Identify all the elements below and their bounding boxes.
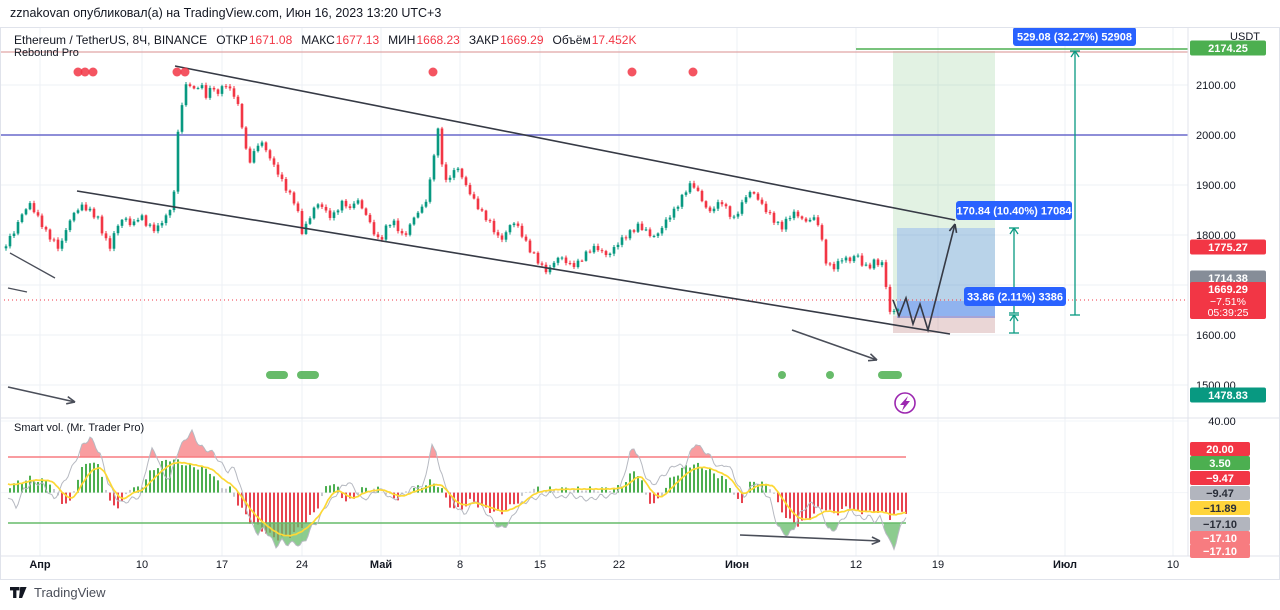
svg-text:−7.51%: −7.51% <box>1210 296 1246 308</box>
trendlines-and-arrows[interactable] <box>7 65 959 405</box>
svg-text:10: 10 <box>1167 559 1179 571</box>
svg-text:170.84 (10.40%) 17084: 170.84 (10.40%) 17084 <box>957 206 1073 218</box>
chart-canvas[interactable]: 170.84 (10.40%) 17084 33.86 (2.11%) 3386 5… <box>0 27 1280 580</box>
svg-text:−9.47: −9.47 <box>1206 473 1234 485</box>
indicator-label-smart-vol[interactable]: Smart vol. (Mr. Trader Pro) <box>14 422 145 434</box>
svg-text:22: 22 <box>613 559 625 571</box>
ohlc-open: ОТКР1671.08 <box>216 33 293 47</box>
axes-chrome <box>0 27 1280 580</box>
svg-text:1900.00: 1900.00 <box>1196 180 1236 192</box>
svg-text:8: 8 <box>457 559 463 571</box>
svg-text:3.50: 3.50 <box>1209 458 1230 470</box>
quote-currency-label: USDT <box>1230 31 1260 43</box>
candles <box>4 81 900 315</box>
svg-text:1478.83: 1478.83 <box>1208 390 1248 402</box>
time-axis[interactable]: Апр 10 17 24 Май 8 15 22 Июн 12 19 Июл 10 <box>29 559 1179 571</box>
svg-text:Апр: Апр <box>29 559 51 571</box>
svg-text:529.08 (32.27%) 52908: 529.08 (32.27%) 52908 <box>1017 32 1132 44</box>
svg-text:15: 15 <box>534 559 546 571</box>
svg-text:2000.00: 2000.00 <box>1196 130 1236 142</box>
svg-text:2174.25: 2174.25 <box>1208 43 1248 55</box>
svg-text:−9.47: −9.47 <box>1206 488 1234 500</box>
svg-text:17: 17 <box>216 559 228 571</box>
svg-text:−17.10: −17.10 <box>1203 519 1237 531</box>
svg-text:12: 12 <box>850 559 862 571</box>
tradingview-logo-icon[interactable] <box>10 586 27 600</box>
gridlines <box>0 28 1188 556</box>
svg-text:−11.89: −11.89 <box>1203 503 1236 515</box>
svg-text:1669.29: 1669.29 <box>1208 284 1248 296</box>
svg-text:−17.10: −17.10 <box>1203 546 1237 558</box>
symbol-title[interactable]: Ethereum / TetherUS, 8Ч, BINANCE <box>14 33 208 47</box>
lower-panel <box>7 428 907 551</box>
range-tool-labels[interactable]: 170.84 (10.40%) 17084 33.86 (2.11%) 3386 5… <box>956 27 1136 306</box>
chart-container: 170.84 (10.40%) 17084 33.86 (2.11%) 3386 5… <box>0 27 1280 580</box>
ohlc-high: МАКС1677.13 <box>301 33 380 47</box>
svg-text:33.86 (2.11%) 3386: 33.86 (2.11%) 3386 <box>967 292 1063 304</box>
price-axis[interactable]: 2100.002000.001900.001800.001700.001600.… <box>1190 40 1266 403</box>
svg-text:19: 19 <box>932 559 944 571</box>
signal-dots <box>73 67 902 379</box>
footer: TradingView <box>10 585 106 600</box>
svg-text:20.00: 20.00 <box>1206 444 1234 456</box>
ohlc-close: ЗАКР1669.29 <box>468 33 544 47</box>
symbol-header: Ethereum / TetherUS, 8Ч, BINANCE ОТКР167… <box>14 33 636 47</box>
svg-text:1600.00: 1600.00 <box>1196 330 1236 342</box>
svg-text:05:39:25: 05:39:25 <box>1208 307 1249 319</box>
svg-text:2100.00: 2100.00 <box>1196 80 1236 92</box>
ohlc-low: МИН1668.23 <box>388 33 460 47</box>
lightning-icon[interactable] <box>894 392 916 414</box>
svg-text:24: 24 <box>296 559 308 571</box>
svg-text:10: 10 <box>136 559 148 571</box>
svg-text:1775.27: 1775.27 <box>1208 242 1248 254</box>
lower-axis[interactable]: 40.0020.003.50−9.47−9.47−11.89−17.10−17.… <box>1190 416 1250 558</box>
level-lines <box>0 48 1188 301</box>
tradingview-brand-text[interactable]: TradingView <box>34 585 106 600</box>
svg-text:1800.00: 1800.00 <box>1196 230 1236 242</box>
svg-text:40.00: 40.00 <box>1208 416 1236 428</box>
svg-text:Июл: Июл <box>1053 559 1077 571</box>
publication-info: zznakovan опубликовал(а) на TradingView.… <box>10 6 442 20</box>
svg-text:−17.10: −17.10 <box>1203 533 1237 545</box>
indicator-label-rebound-pro[interactable]: Rebound Pro <box>14 47 79 59</box>
svg-text:Май: Май <box>370 559 392 571</box>
volume-field: Объём17.452K <box>552 33 637 47</box>
svg-text:Июн: Июн <box>725 559 749 571</box>
